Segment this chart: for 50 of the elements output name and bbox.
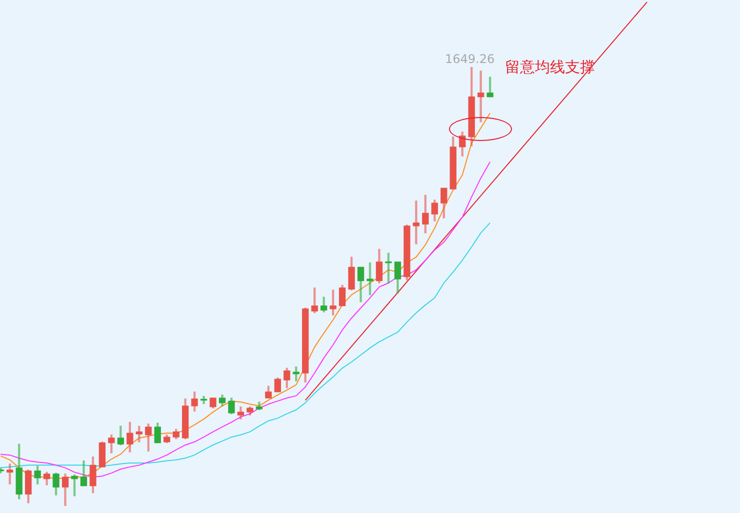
candlestick: [164, 434, 170, 444]
candlestick: [228, 398, 235, 414]
candlestick: [16, 444, 22, 500]
candlestick: [338, 284, 346, 306]
candlestick: [210, 398, 216, 408]
candlestick: [404, 224, 410, 280]
candlestick: [357, 266, 364, 302]
candlestick: [394, 262, 402, 294]
candlestick: [256, 402, 263, 410]
candlestick: [62, 474, 69, 506]
candlestick: [330, 290, 336, 316]
candlestick: [422, 194, 429, 234]
candlestick: [182, 398, 189, 440]
candlestick: [136, 426, 142, 442]
candlestick: [71, 474, 78, 496]
candlestick: [274, 377, 281, 392]
candlestick: [320, 296, 328, 312]
candlestick: [412, 200, 420, 244]
candlestick: [43, 472, 50, 486]
candlestick: [486, 76, 494, 98]
candlestick: [126, 422, 134, 452]
candlestick: [191, 392, 198, 412]
candlestick: [376, 248, 383, 284]
candlestick: [237, 406, 244, 420]
candlestick: [80, 460, 88, 486]
candlestick: [24, 470, 32, 504]
candlestick: [117, 426, 124, 446]
candlestick: [145, 424, 152, 452]
candlestick: [385, 252, 392, 284]
candlestick: [265, 386, 272, 398]
candlestick: [450, 136, 456, 190]
candlestick: [431, 200, 438, 222]
candlestick: [6, 464, 14, 484]
candlestick: [246, 406, 254, 416]
candlestick: [440, 188, 448, 218]
text: 1649.26: [445, 52, 495, 66]
candlestick: [284, 368, 290, 388]
candlestick: [311, 287, 318, 314]
candlestick: [218, 394, 226, 406]
candlestick: [154, 422, 161, 444]
candlestick: [172, 428, 180, 440]
candlestick: [34, 466, 41, 484]
candlestick: [302, 308, 309, 383]
candlestick: [108, 434, 115, 454]
candlestick: [348, 256, 355, 290]
candlestick: [90, 456, 96, 494]
candlestick: [98, 442, 106, 468]
candlestick: [52, 472, 60, 496]
candlestick: [366, 262, 374, 296]
candlestick: [477, 70, 484, 122]
